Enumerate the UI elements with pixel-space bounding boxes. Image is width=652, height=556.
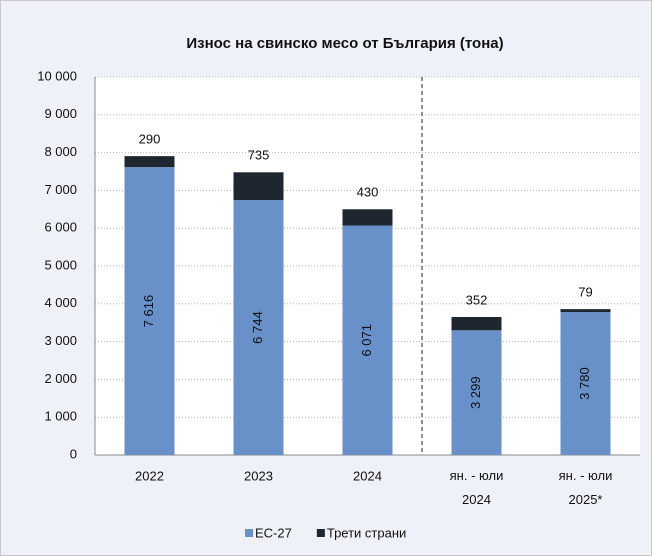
x-tick-label: ян. - юли 2024 (450, 468, 504, 507)
bar-segment (124, 156, 175, 168)
bar-segment (342, 225, 393, 455)
bar-segment (233, 200, 284, 455)
legend-swatch (316, 529, 325, 537)
y-tick-label: 1 000 (44, 409, 77, 424)
y-tick-label: 4 000 (44, 295, 77, 310)
bar-segment (124, 167, 175, 455)
y-tick-label: 3 000 (44, 333, 77, 348)
y-tick-label: 9 000 (44, 106, 77, 121)
data-label: 79 (578, 285, 592, 300)
data-label: 3 299 (468, 376, 483, 409)
y-tick-label: 8 000 (44, 144, 77, 159)
y-tick-label: 7 000 (44, 182, 77, 197)
data-label: 6 071 (359, 324, 374, 357)
legend-label: Трети страни (327, 525, 406, 540)
data-label: 735 (248, 148, 270, 163)
y-tick-label: 5 000 (44, 257, 77, 272)
data-label: 7 616 (141, 295, 156, 328)
data-label: 352 (466, 292, 488, 307)
bar-segment (451, 316, 502, 331)
y-tick-label: 10 000 (37, 68, 77, 83)
y-tick-label: 0 (70, 446, 77, 461)
data-label: 290 (139, 132, 161, 147)
y-tick-label: 6 000 (44, 220, 77, 235)
bar-segment (451, 330, 502, 455)
chart-title: Износ на свинско месо от България (тона) (186, 35, 503, 52)
data-label: 430 (357, 185, 379, 200)
y-tick-label: 2 000 (44, 371, 77, 386)
data-label: 3 780 (577, 367, 592, 400)
bar-segment (342, 209, 393, 226)
legend-label: ЕС-27 (255, 525, 292, 540)
bar-segment (233, 172, 284, 201)
legend-swatch (245, 529, 253, 537)
bar-segment (560, 312, 611, 455)
x-tick-label: 2022 (135, 468, 164, 483)
x-tick-label: ян. - юли 2025* (559, 468, 613, 507)
x-tick-label: 2024 (353, 468, 382, 483)
bar-segment (560, 309, 611, 313)
data-label: 6 744 (250, 311, 265, 344)
x-tick-label: 2023 (244, 468, 273, 483)
